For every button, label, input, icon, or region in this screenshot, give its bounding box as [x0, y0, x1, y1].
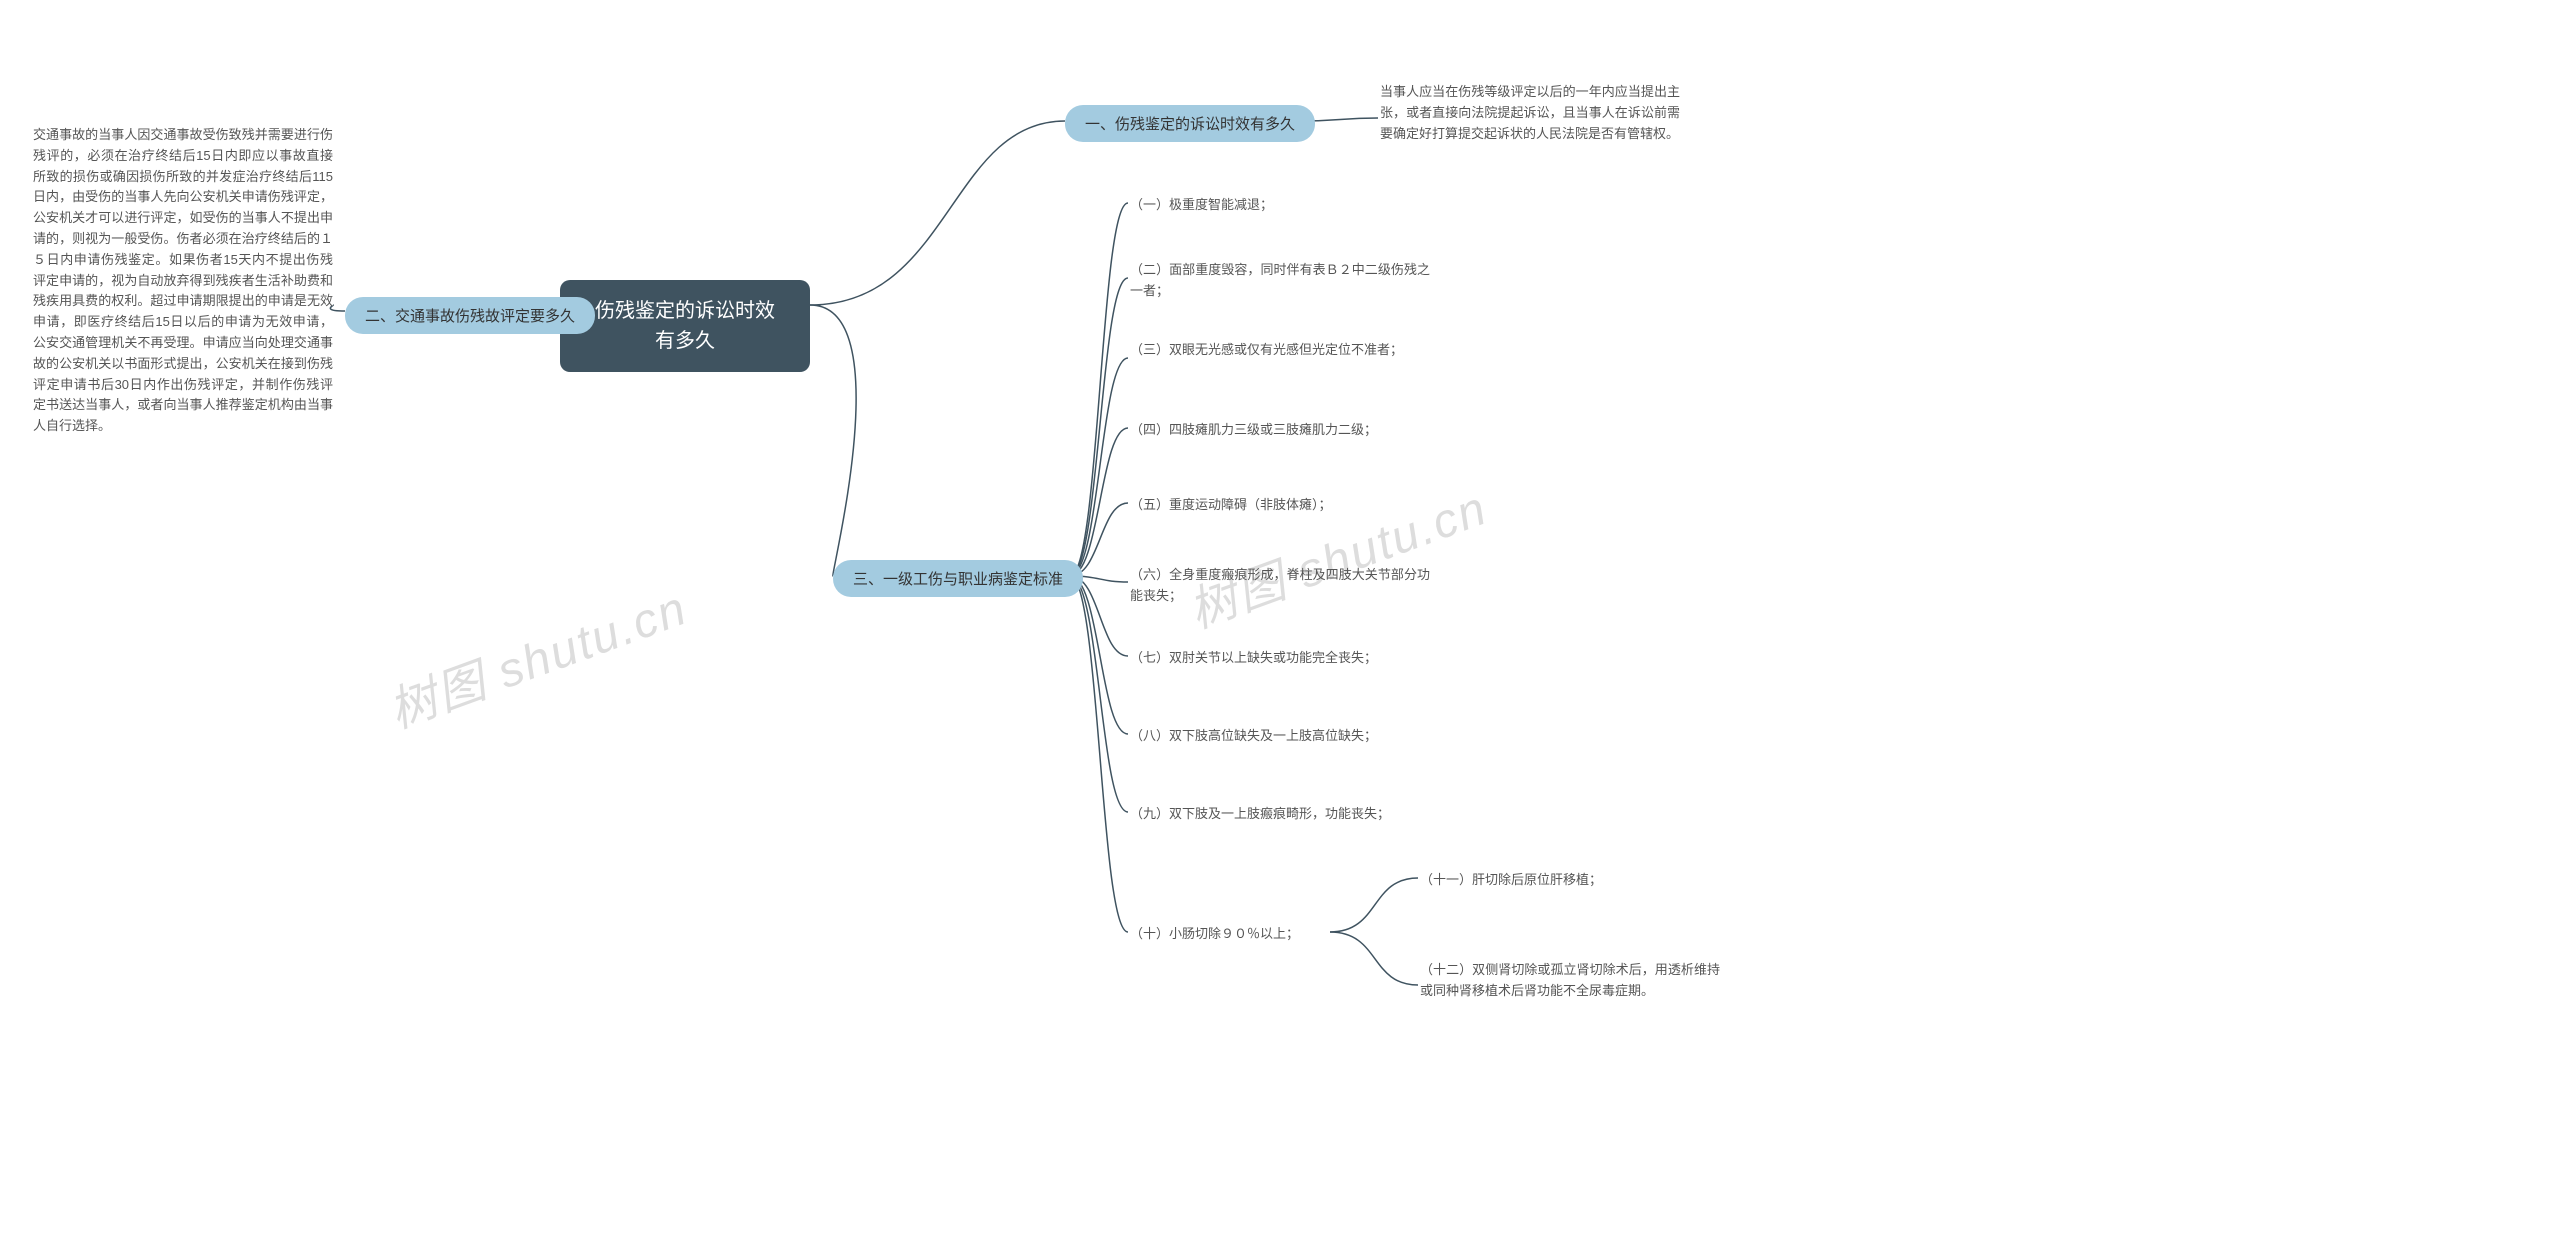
branch-2: 二、交通事故伤残故评定要多久	[345, 297, 595, 334]
branch-3-leaf-4-text: （四）四肢瘫肌力三级或三肢瘫肌力二级；	[1130, 422, 1377, 437]
branch-3-leaf-9-text: （九）双下肢及一上肢瘢痕畸形，功能丧失；	[1130, 806, 1390, 821]
branch-3-leaf-9: （九）双下肢及一上肢瘢痕畸形，功能丧失；	[1130, 804, 1430, 825]
branch-3-leaf-3: （三）双眼无光感或仅有光感但光定位不准者；	[1130, 340, 1430, 361]
branch-1: 一、伤残鉴定的诉讼时效有多久	[1065, 105, 1315, 142]
branch-3-leaf-1: （一）极重度智能减退；	[1130, 195, 1430, 216]
branch-1-leaf: 当事人应当在伤残等级评定以后的一年内应当提出主张，或者直接向法院提起诉讼，且当事…	[1380, 82, 1680, 144]
branch-3-leaf-10: （十）小肠切除９０％以上；	[1130, 924, 1330, 945]
branch-3-leaf-10-sub-2-text: （十二）双侧肾切除或孤立肾切除术后，用透析维持或同种肾移植术后肾功能不全尿毒症期…	[1420, 962, 1720, 998]
branch-3-leaf-10-sub-1-text: （十一）肝切除后原位肝移植；	[1420, 872, 1602, 887]
branch-3-leaf-10-sub-2: （十二）双侧肾切除或孤立肾切除术后，用透析维持或同种肾移植术后肾功能不全尿毒症期…	[1420, 960, 1720, 1002]
branch-3-leaf-1-text: （一）极重度智能减退；	[1130, 197, 1273, 212]
branch-3-leaf-6: （六）全身重度瘢痕形成，脊柱及四肢大关节部分功能丧失；	[1130, 565, 1430, 607]
watermark-1: 树图 shutu.cn	[377, 569, 695, 742]
branch-3-leaf-10-sub-1: （十一）肝切除后原位肝移植；	[1420, 870, 1720, 891]
branch-1-label: 一、伤残鉴定的诉讼时效有多久	[1085, 116, 1295, 133]
branch-3-leaf-10-text: （十）小肠切除９０％以上；	[1130, 926, 1299, 941]
branch-3-leaf-4: （四）四肢瘫肌力三级或三肢瘫肌力二级；	[1130, 420, 1430, 441]
branch-1-leaf-text: 当事人应当在伤残等级评定以后的一年内应当提出主张，或者直接向法院提起诉讼，且当事…	[1380, 84, 1680, 141]
branch-3-leaf-7-text: （七）双肘关节以上缺失或功能完全丧失；	[1130, 650, 1377, 665]
branch-2-leaf-text: 交通事故的当事人因交通事故受伤致残并需要进行伤残评的，必须在治疗终结后15日内即…	[33, 127, 333, 433]
branch-3-leaf-7: （七）双肘关节以上缺失或功能完全丧失；	[1130, 648, 1430, 669]
branch-3-leaf-2-text: （二）面部重度毁容，同时伴有表Ｂ２中二级伤残之一者；	[1130, 262, 1430, 298]
center-node: 伤残鉴定的诉讼时效有多久	[560, 280, 810, 372]
branch-3-leaf-8: （八）双下肢高位缺失及一上肢高位缺失；	[1130, 726, 1430, 747]
branch-3: 三、一级工伤与职业病鉴定标准	[833, 560, 1083, 597]
branch-2-leaf: 交通事故的当事人因交通事故受伤致残并需要进行伤残评的，必须在治疗终结后15日内即…	[33, 125, 333, 437]
mindmap-connections	[0, 0, 2560, 1258]
branch-2-label: 二、交通事故伤残故评定要多久	[365, 308, 575, 325]
center-node-text: 伤残鉴定的诉讼时效有多久	[595, 300, 775, 352]
branch-3-leaf-5: （五）重度运动障碍（非肢体瘫）；	[1130, 495, 1430, 516]
branch-3-leaf-2: （二）面部重度毁容，同时伴有表Ｂ２中二级伤残之一者；	[1130, 260, 1430, 302]
branch-3-leaf-6-text: （六）全身重度瘢痕形成，脊柱及四肢大关节部分功能丧失；	[1130, 567, 1430, 603]
branch-3-leaf-5-text: （五）重度运动障碍（非肢体瘫）；	[1130, 497, 1332, 512]
branch-3-leaf-8-text: （八）双下肢高位缺失及一上肢高位缺失；	[1130, 728, 1377, 743]
branch-3-label: 三、一级工伤与职业病鉴定标准	[853, 571, 1063, 588]
branch-3-leaf-3-text: （三）双眼无光感或仅有光感但光定位不准者；	[1130, 342, 1403, 357]
